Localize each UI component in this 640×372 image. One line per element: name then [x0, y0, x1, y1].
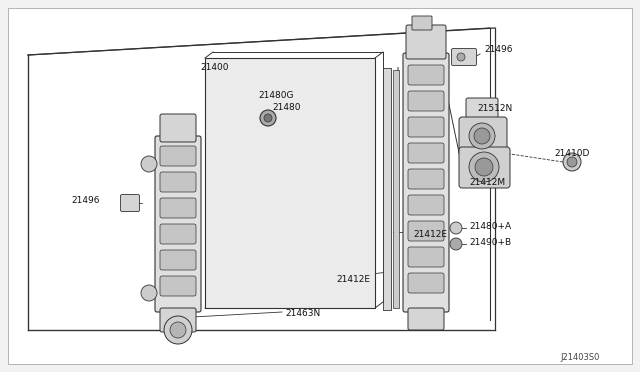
Circle shape — [475, 158, 493, 176]
FancyBboxPatch shape — [408, 308, 444, 330]
Text: 21496: 21496 — [72, 196, 100, 205]
Text: 21463N: 21463N — [285, 310, 320, 318]
Text: 21480+A: 21480+A — [469, 221, 511, 231]
FancyBboxPatch shape — [408, 169, 444, 189]
Circle shape — [260, 110, 276, 126]
Circle shape — [141, 156, 157, 172]
Circle shape — [141, 285, 157, 301]
FancyBboxPatch shape — [408, 91, 444, 111]
Text: 21412E: 21412E — [413, 230, 447, 238]
FancyBboxPatch shape — [408, 143, 444, 163]
Circle shape — [170, 322, 186, 338]
FancyBboxPatch shape — [408, 247, 444, 267]
FancyBboxPatch shape — [408, 195, 444, 215]
FancyBboxPatch shape — [160, 224, 196, 244]
FancyBboxPatch shape — [160, 198, 196, 218]
Circle shape — [164, 316, 192, 344]
FancyBboxPatch shape — [459, 147, 510, 188]
FancyBboxPatch shape — [451, 48, 477, 65]
Text: 21480G: 21480G — [258, 90, 294, 99]
FancyBboxPatch shape — [408, 221, 444, 241]
FancyBboxPatch shape — [408, 273, 444, 293]
Text: 21512N: 21512N — [477, 103, 512, 112]
FancyBboxPatch shape — [459, 117, 507, 155]
Circle shape — [474, 128, 490, 144]
Text: 21496: 21496 — [484, 45, 513, 54]
Bar — [393, 70, 399, 308]
FancyBboxPatch shape — [160, 276, 196, 296]
FancyBboxPatch shape — [160, 114, 196, 142]
Circle shape — [450, 222, 462, 234]
FancyBboxPatch shape — [160, 172, 196, 192]
Bar — [383, 68, 391, 310]
Text: 21490+B: 21490+B — [469, 237, 511, 247]
Text: 21412E: 21412E — [336, 276, 370, 285]
FancyBboxPatch shape — [160, 146, 196, 166]
Circle shape — [450, 238, 462, 250]
FancyBboxPatch shape — [406, 25, 446, 59]
Text: 21410D: 21410D — [554, 148, 589, 157]
FancyBboxPatch shape — [120, 195, 140, 212]
Circle shape — [469, 123, 495, 149]
Circle shape — [264, 114, 272, 122]
Circle shape — [567, 157, 577, 167]
FancyBboxPatch shape — [160, 308, 196, 332]
FancyBboxPatch shape — [403, 53, 449, 312]
FancyBboxPatch shape — [155, 136, 201, 312]
FancyBboxPatch shape — [466, 98, 498, 124]
FancyBboxPatch shape — [408, 117, 444, 137]
FancyBboxPatch shape — [408, 65, 444, 85]
Circle shape — [563, 153, 581, 171]
Circle shape — [457, 53, 465, 61]
Text: J21403S0: J21403S0 — [560, 353, 600, 362]
Bar — [205, 58, 375, 308]
Text: 21480: 21480 — [272, 103, 301, 112]
Circle shape — [469, 152, 499, 182]
Text: 21412M: 21412M — [469, 177, 505, 186]
Text: 21400: 21400 — [200, 62, 228, 71]
FancyBboxPatch shape — [412, 16, 432, 30]
FancyBboxPatch shape — [160, 250, 196, 270]
